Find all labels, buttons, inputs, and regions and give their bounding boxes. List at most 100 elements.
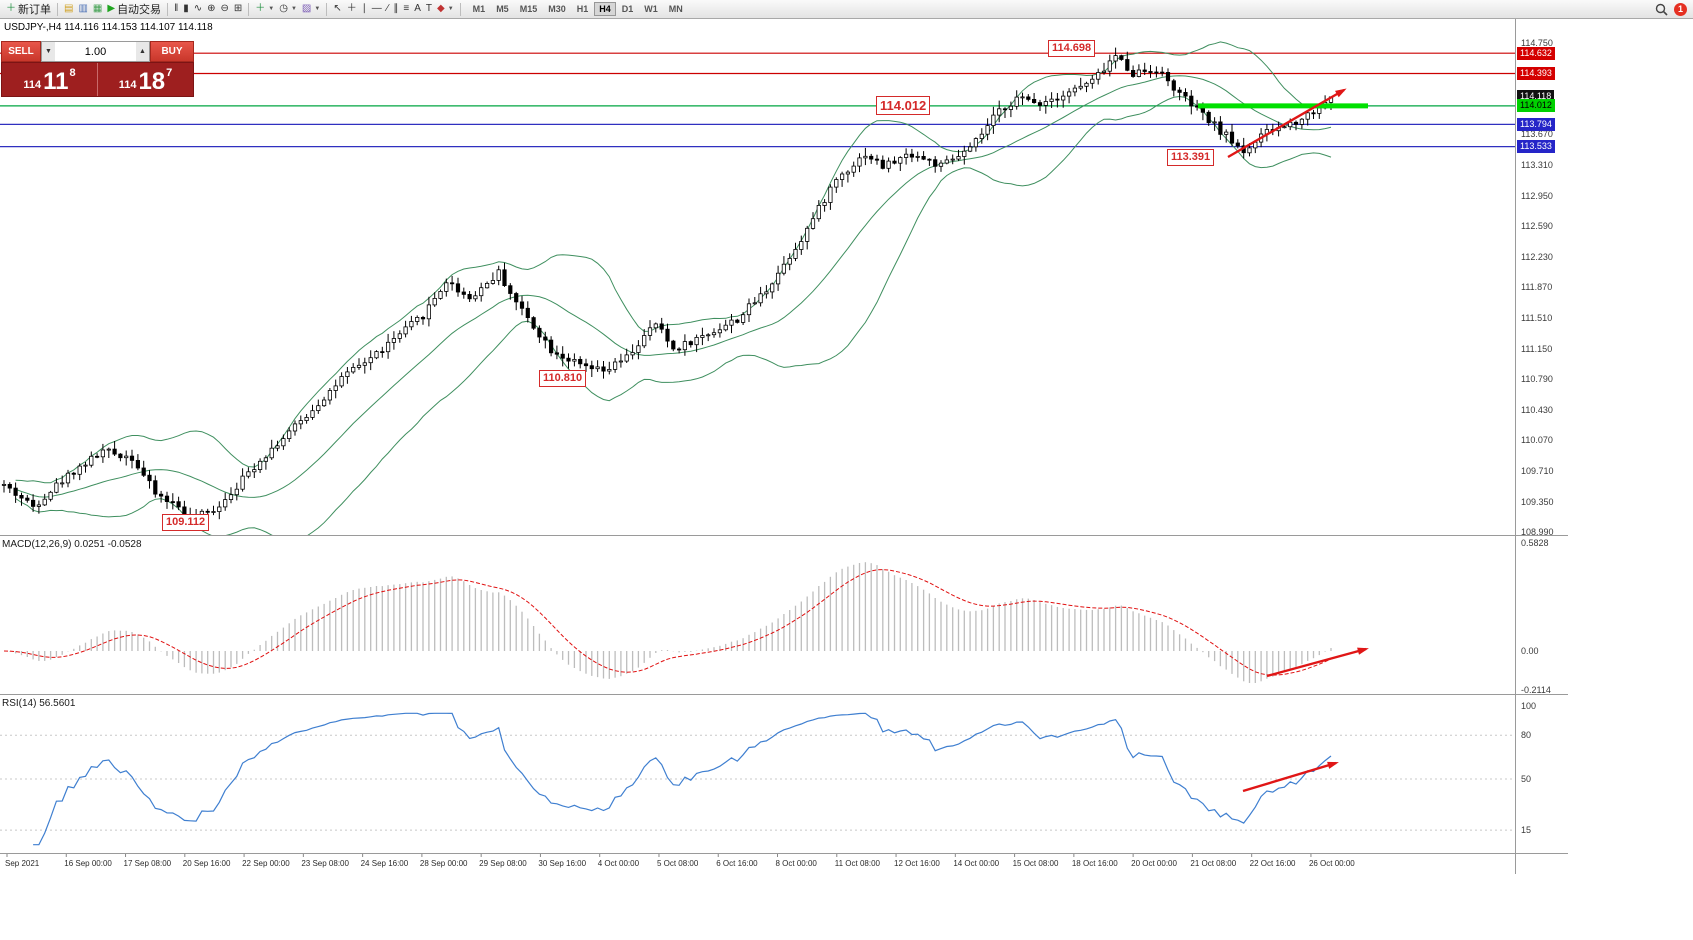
autotrading-button-label: 自动交易 <box>117 4 162 16</box>
chart-screenshot-icon[interactable]: ▤ <box>62 1 75 17</box>
cursor-tool-icon[interactable]: ↖ <box>331 1 343 17</box>
dropdown-arrow-icon[interactable]: ▼ <box>447 6 454 12</box>
volume-input[interactable] <box>55 42 136 61</box>
templates-menu[interactable]: ▨ ▼ <box>300 1 322 17</box>
toolbar-separator <box>167 2 169 16</box>
time-axis-label: 4 Oct 00:00 <box>597 859 640 868</box>
fibonacci-tool-icon[interactable]: ≡ <box>401 1 411 17</box>
time-axis-label: 20 Oct 00:00 <box>1131 859 1177 868</box>
time-axis-label: 5 Oct 08:00 <box>656 859 699 868</box>
timeframe-m30[interactable]: M30 <box>548 4 566 14</box>
time-axis-label: 29 Sep 08:00 <box>479 859 527 868</box>
autotrading-button[interactable]: ▶ 自动交易 <box>105 1 163 17</box>
candlestick-chart-icon[interactable]: ▮ <box>181 1 191 17</box>
timeframe-m15[interactable]: M15 <box>519 4 538 14</box>
volume-increase-button[interactable]: ▲ <box>136 42 149 61</box>
bar-chart-icon[interactable]: ‖ <box>172 1 180 17</box>
data-window-icon[interactable]: ▦ <box>91 1 104 17</box>
price-axis-badge: 113.533 <box>1517 140 1555 154</box>
toolbar-separator <box>326 2 328 16</box>
ask-price[interactable]: 114 18 7 <box>98 63 193 96</box>
time-axis-label: 8 Oct 00:00 <box>775 859 817 868</box>
dropdown-arrow-icon[interactable]: ▼ <box>268 6 275 12</box>
zoom-in-icon-glyph: ⊕ <box>207 3 216 14</box>
price-axis-label: 110.430 <box>1521 404 1553 415</box>
sell-button[interactable]: SELL <box>1 41 41 62</box>
time-axis-label: 17 Sep 08:00 <box>123 859 172 868</box>
bid-price[interactable]: 114 11 8 <box>2 63 98 96</box>
print-icon[interactable]: ▥ <box>76 1 89 17</box>
timeframe-mn[interactable]: MN <box>668 4 683 14</box>
channel-tool-icon[interactable]: ∥ <box>391 1 400 17</box>
time-axis-label: 24 Sep 16:00 <box>360 859 409 868</box>
time-axis-label: 12 Oct 16:00 <box>894 859 940 868</box>
toolbar-separator <box>459 2 461 16</box>
timeframe-m5[interactable]: M5 <box>496 4 509 14</box>
price-axis-label: 108.990 <box>1521 527 1554 538</box>
bid-pipette: 8 <box>69 67 76 79</box>
price-axis-badge: 114.393 <box>1517 67 1555 81</box>
timeframe-h1[interactable]: H1 <box>576 4 589 14</box>
price-axis-label: 111.510 <box>1521 313 1553 324</box>
price-axis-label: 111.150 <box>1521 343 1553 354</box>
time-axis-label: 6 Oct 16:00 <box>716 859 758 868</box>
time-axis-label: 18 Oct 16:00 <box>1071 859 1118 868</box>
periods-glyph: ◷ <box>279 3 288 14</box>
line-chart-icon[interactable]: ∿ <box>192 1 204 17</box>
price-axis-label: 113.310 <box>1521 160 1553 171</box>
price-axis-label: 112.950 <box>1521 190 1553 201</box>
price-axis-label: 112.590 <box>1521 221 1553 232</box>
zoom-out-icon[interactable]: ⊖ <box>219 1 231 17</box>
channel-tool-icon-glyph: ∥ <box>393 3 399 14</box>
fibonacci-tool-icon-glyph: ≡ <box>403 3 410 14</box>
timeframe-h4[interactable]: H4 <box>594 2 616 16</box>
macd-axis-label: -0.2114 <box>1521 685 1551 696</box>
time-axis-label: 26 Oct 00:00 <box>1308 859 1355 868</box>
time-axis-label: 30 Sep 16:00 <box>538 859 587 868</box>
label-tool-icon[interactable]: T <box>424 1 434 17</box>
zoom-in-icon[interactable]: ⊕ <box>205 1 217 17</box>
order-controls: SELL ▼ ▲ BUY <box>1 41 194 62</box>
volume-decrease-button[interactable]: ▼ <box>42 42 55 61</box>
time-axis-label: 15 Oct 08:00 <box>1012 859 1059 868</box>
buy-button[interactable]: BUY <box>150 41 194 62</box>
ask-big-figure: 114 <box>118 78 137 91</box>
notification-badge[interactable]: 1 <box>1674 2 1687 16</box>
search-icon[interactable] <box>1655 3 1668 16</box>
vertical-line-tool-icon[interactable]: ∣ <box>360 1 369 17</box>
timeframe-d1[interactable]: D1 <box>621 4 634 14</box>
price-axis-label: 110.070 <box>1521 435 1553 446</box>
dropdown-arrow-icon[interactable]: ▼ <box>314 6 321 12</box>
price-axis-badge: 113.794 <box>1517 117 1555 131</box>
time-axis-label: 22 Oct 16:00 <box>1249 859 1296 868</box>
tile-windows-icon[interactable]: ⊞ <box>232 1 244 17</box>
templates-glyph: ▨ <box>301 3 312 14</box>
new-order-button[interactable]: ＋新订单 <box>4 1 53 17</box>
price-annotation: 113.391 <box>1167 149 1215 166</box>
price-axis-badge: 114.632 <box>1517 46 1555 60</box>
crosshair-tool-icon[interactable]: ＋ <box>345 1 359 17</box>
arrows-tool-menu[interactable]: ◆ ▼ <box>435 1 456 17</box>
horizontal-line-tool-icon-glyph: ― <box>371 3 382 14</box>
bar-chart-icon-glyph: ‖ <box>174 3 179 14</box>
print-icon-glyph: ▥ <box>78 3 88 14</box>
new-order-glyph: ＋ <box>6 3 16 14</box>
indicators-menu[interactable]: ＋ ▼ <box>253 1 276 17</box>
dropdown-arrow-icon[interactable]: ▼ <box>290 6 297 12</box>
timeframe-m1[interactable]: M1 <box>472 4 486 14</box>
one-click-trading-panel: SELL ▼ ▲ BUY 114 11 8 114 18 7 <box>1 41 194 97</box>
line-chart-icon-glyph: ∿ <box>193 3 203 14</box>
cursor-tool-icon-glyph: ↖ <box>333 3 342 14</box>
text-tool-icon[interactable]: A <box>412 1 423 17</box>
price-annotation: 114.012 <box>876 96 931 115</box>
tile-windows-icon-glyph: ⊞ <box>233 3 243 14</box>
toolbar-separator <box>248 2 250 16</box>
chart-canvas[interactable] <box>0 0 1568 880</box>
timeframe-w1[interactable]: W1 <box>644 4 658 14</box>
periods-menu[interactable]: ◷ ▼ <box>277 1 299 17</box>
horizontal-line-tool-icon[interactable]: ― <box>370 1 384 17</box>
time-axis-label: 23 Sep 08:00 <box>301 859 349 868</box>
rsi-axis-label: 100 <box>1521 701 1537 711</box>
trendline-tool-icon[interactable]: ∕ <box>385 1 391 17</box>
price-axis-label: 113.670 <box>1521 129 1553 140</box>
